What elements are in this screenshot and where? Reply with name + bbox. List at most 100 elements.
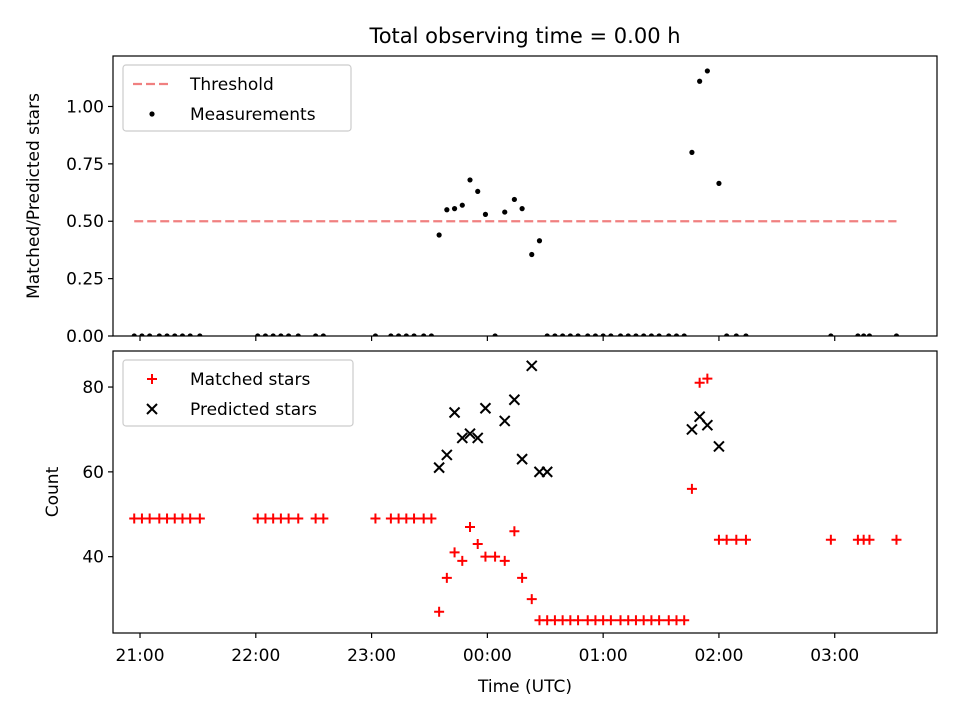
measurement-point [131, 333, 137, 336]
matched-star-point [194, 513, 205, 524]
measurement-point [164, 333, 170, 336]
measurement-point [320, 333, 326, 336]
predicted-star-point [701, 419, 714, 431]
measurement-point [585, 333, 591, 336]
axes-frame [112, 350, 938, 634]
measurement-point [600, 333, 606, 336]
measurement-point [608, 333, 614, 336]
matched-star-point [449, 547, 460, 558]
y-tick-label: 1.00 [66, 97, 104, 117]
legend-label: Threshold [189, 75, 274, 95]
legend-box [122, 359, 354, 427]
measurement-point [828, 333, 834, 336]
measurement-point [567, 333, 573, 336]
measurement-point [704, 68, 710, 74]
measurement-point [697, 78, 703, 84]
matched-star-point [457, 555, 468, 566]
measurement-point [673, 333, 680, 336]
measurement-point [403, 333, 409, 336]
measurement-point [617, 333, 624, 336]
measurement-point [689, 149, 695, 155]
matched-star-point [740, 534, 751, 545]
measurement-point [648, 333, 654, 336]
measurement-point [511, 196, 517, 203]
x-axis-label: Time (UTC) [477, 677, 572, 697]
measurement-point [451, 206, 458, 212]
measurement-point [592, 333, 599, 336]
figure-title: Total observing time = 0.00 h [368, 24, 680, 48]
measurement-point [482, 211, 489, 217]
measurement-point [544, 333, 550, 336]
y-axis-label: Matched/Predicted stars [24, 93, 44, 299]
measurement-point [681, 333, 687, 336]
predicted-star-point [516, 453, 528, 465]
legend-label: Matched stars [190, 370, 310, 390]
matched-star-point [517, 572, 528, 583]
x-tick-label: 22:00 [231, 646, 280, 666]
predicted-star-point [456, 432, 468, 444]
measurement-point [855, 333, 861, 336]
y-tick-label: 0.50 [66, 212, 104, 232]
measurement-point [286, 333, 292, 336]
measurement-point [536, 238, 543, 244]
measurement-point [560, 333, 566, 336]
legend-label: Measurements [190, 105, 316, 125]
predicted-star-point [433, 461, 445, 474]
measurement-point [552, 333, 558, 336]
y-tick-label: 0.00 [66, 327, 104, 347]
legend-box [122, 64, 352, 132]
predicted-star-point [464, 427, 476, 440]
measurement-point [459, 202, 465, 208]
matched-star-point [490, 551, 501, 562]
x-tick-label: 02:00 [694, 646, 743, 666]
matched-star-point [185, 513, 196, 524]
y-tick-label: 40 [82, 548, 104, 568]
x-tick-label: 00:00 [463, 646, 512, 666]
matched-star-point [499, 555, 510, 566]
measurement-point [475, 188, 481, 195]
matched-star-point [891, 534, 902, 545]
predicted-star-point [526, 360, 538, 372]
x-tick-label: 21:00 [116, 646, 165, 666]
measurement-point [372, 333, 379, 336]
y-tick-label: 0.75 [66, 155, 104, 175]
matched-star-point [465, 521, 476, 532]
predicted-star-point [441, 449, 453, 461]
predicted-star-point [448, 406, 461, 419]
legend-matched-marker [147, 374, 157, 384]
matched-star-point [426, 513, 437, 524]
measurement-point [492, 333, 498, 336]
measurement-point [633, 333, 639, 336]
predicted-star-point [479, 402, 492, 414]
measurement-point [388, 333, 394, 336]
measurement-point [656, 333, 662, 336]
matched-star-point [702, 373, 713, 384]
measurement-point [666, 333, 672, 336]
plot-area [131, 68, 900, 336]
measurement-point [893, 333, 900, 336]
predicted-star-point [472, 432, 484, 444]
measurement-point [743, 333, 749, 336]
measurement-point [396, 333, 402, 336]
matched-star-point [509, 526, 520, 537]
measurement-point [428, 333, 435, 336]
predicted-star-point [686, 423, 698, 436]
measurement-point [187, 333, 193, 336]
ratio-panel: 0.00 0.25 0.50 0.75 1.00 Matched/Predicted st… [24, 55, 938, 347]
measurement-point [313, 333, 319, 336]
measurement-point [529, 251, 535, 258]
matched-star-point [293, 513, 304, 524]
matched-star-point [441, 572, 452, 583]
matched-star-point [654, 615, 665, 626]
matched-star-point [694, 377, 705, 388]
measurement-point [255, 333, 261, 336]
measurement-point [270, 333, 276, 336]
measurement-point [436, 232, 442, 238]
x-tick-label: 01:00 [579, 646, 628, 666]
matched-star-point [144, 513, 155, 524]
measurement-point [444, 207, 450, 213]
y-tick-label: 80 [82, 378, 104, 398]
measurement-point [641, 333, 647, 336]
measurement-point [861, 333, 867, 336]
count-panel: 40 60 80 21:00 22:00 23:00 00:00 01:00 02:00 03:0… [43, 350, 938, 697]
